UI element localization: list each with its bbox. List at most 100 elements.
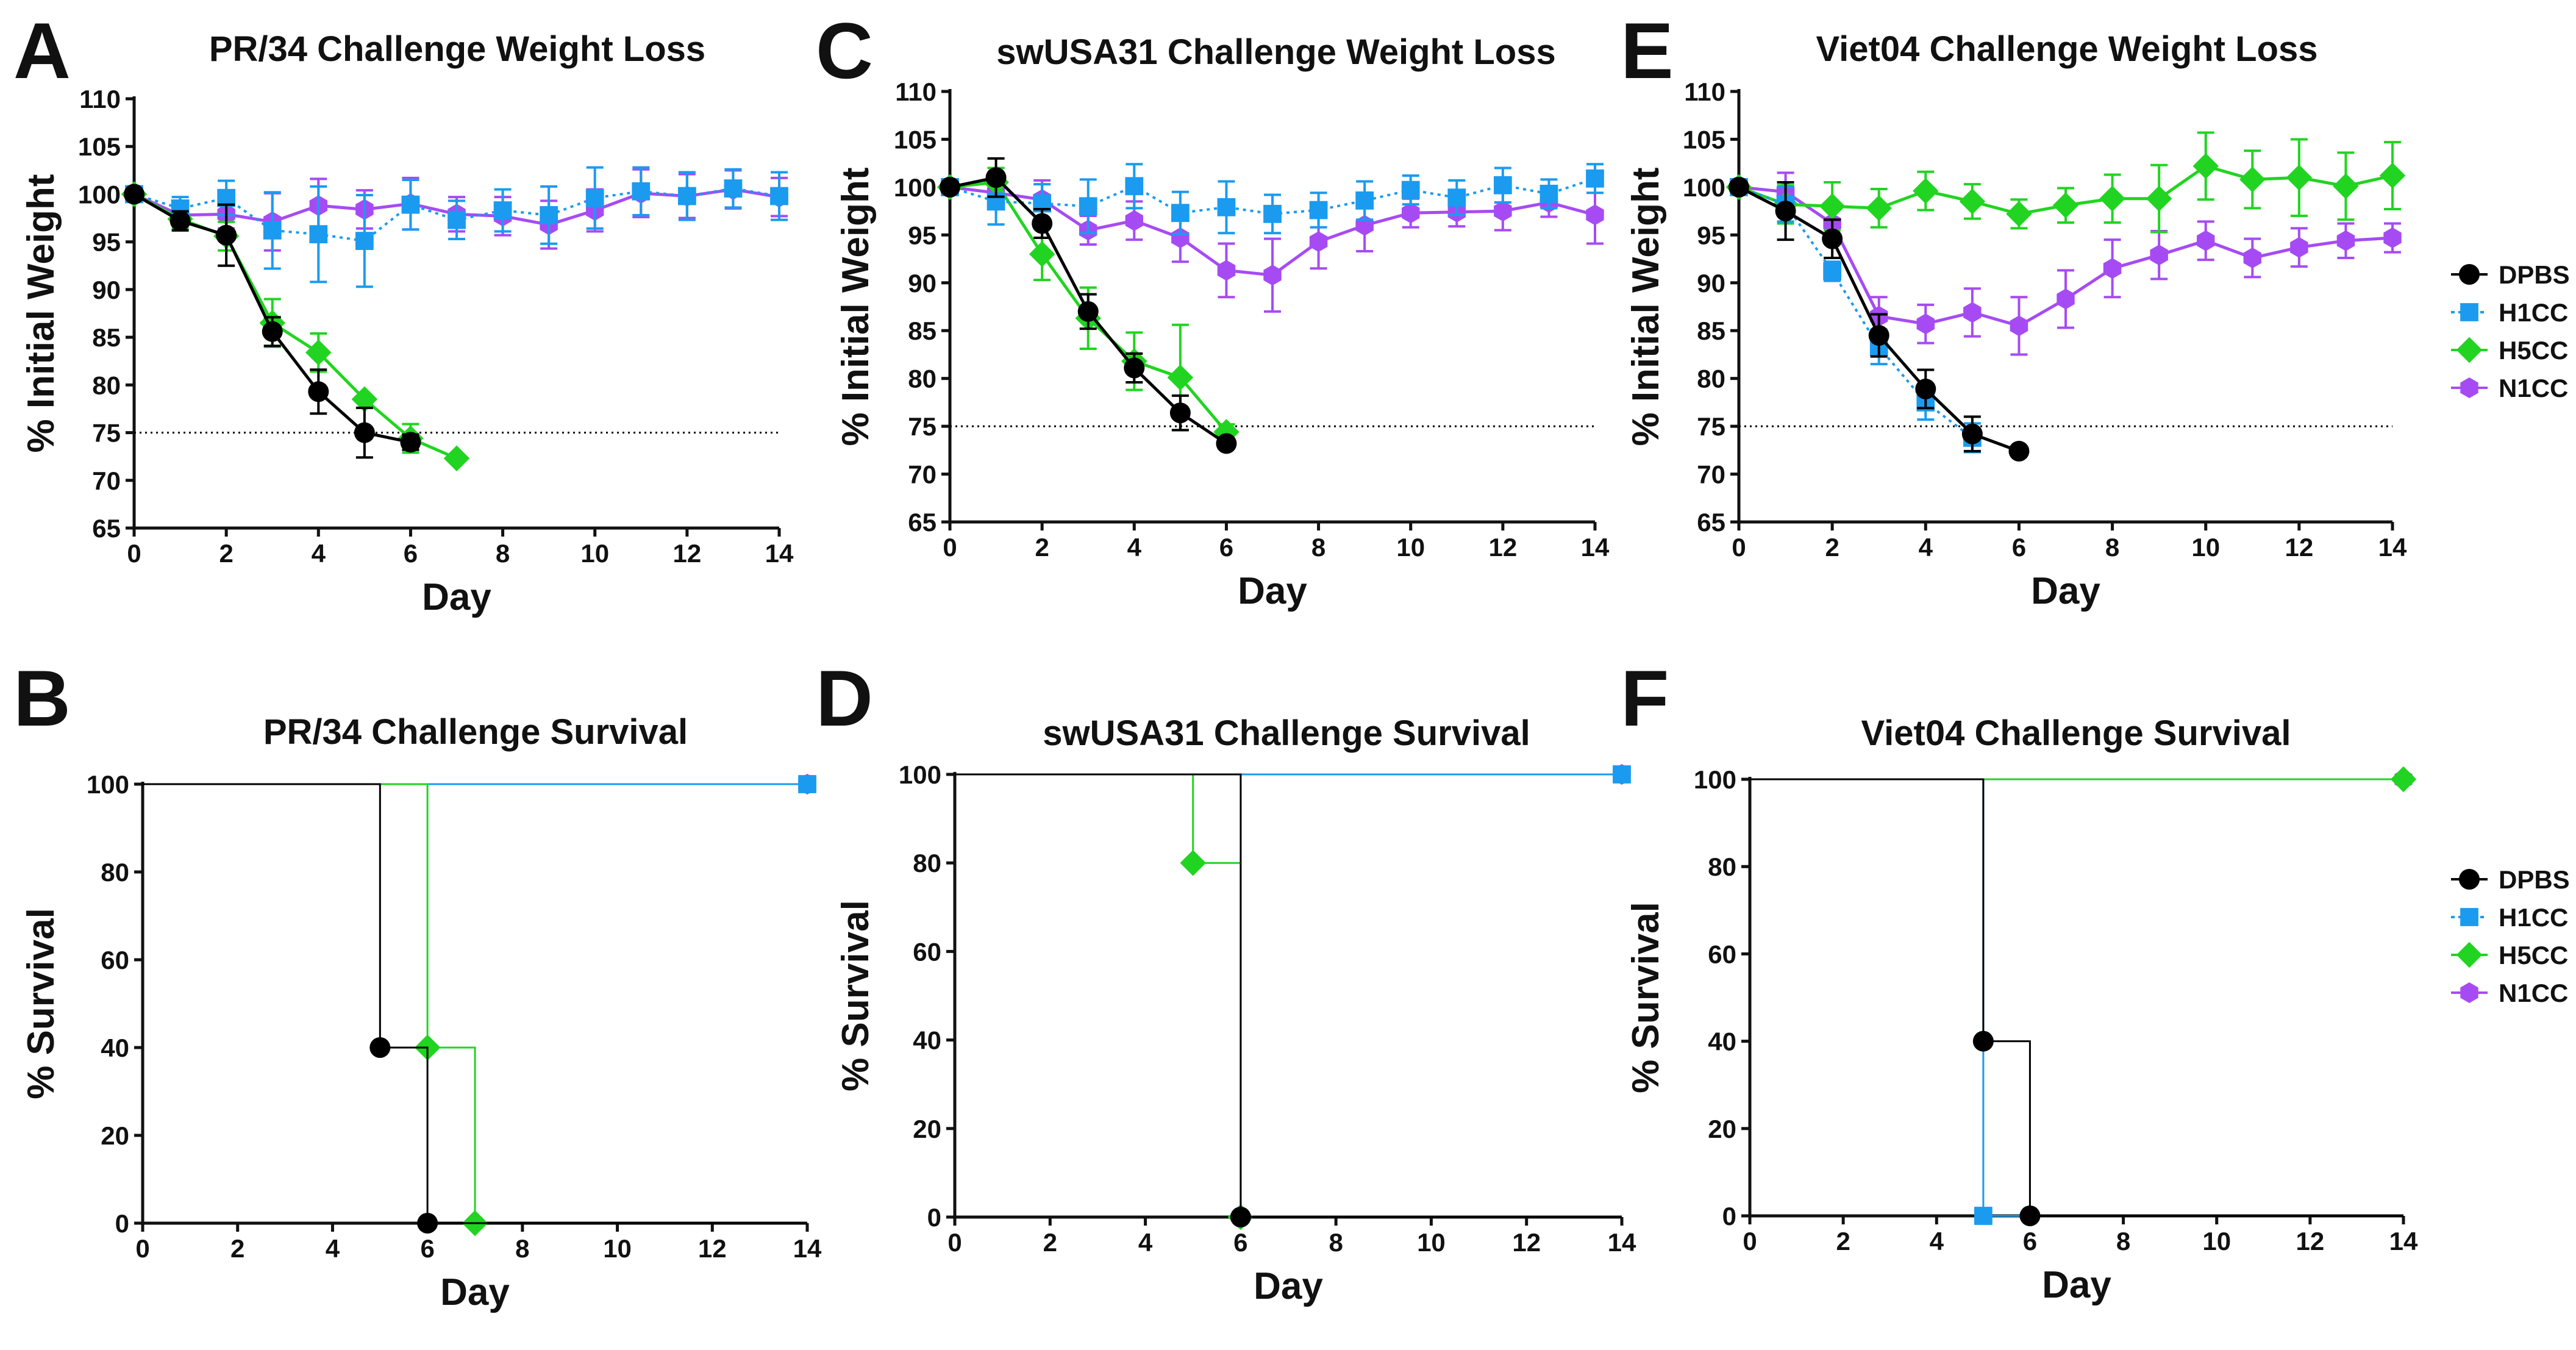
y-tick-label: 80	[908, 365, 937, 393]
data-point	[1217, 260, 1236, 281]
y-tick-label: 60	[101, 946, 129, 974]
y-axis-label: % Initial Weight	[835, 168, 877, 446]
data-point	[2052, 192, 2079, 218]
series-dpbs	[143, 783, 807, 1234]
data-point	[124, 184, 144, 205]
x-tick-label: 4	[326, 1234, 340, 1263]
chart-title: Viet04 Challenge Weight Loss	[1816, 29, 2318, 69]
data-point	[2008, 440, 2030, 462]
x-tick-label: 0	[943, 533, 957, 562]
y-tick-label: 110	[79, 85, 121, 113]
y-tick-label: 105	[894, 125, 937, 154]
y-tick-label: 90	[908, 269, 937, 298]
y-tick-label: 80	[101, 858, 129, 887]
data-point	[2146, 185, 2172, 212]
data-point	[2243, 248, 2261, 268]
data-point	[1913, 177, 1939, 204]
data-point	[2239, 166, 2266, 193]
chart-panel-d: 0 2 4 6 8 10 12 14 0 20 40 60 80 100 Day % Survival swUS…	[816, 654, 1636, 1307]
x-axis-label: Day	[2031, 570, 2100, 612]
y-tick-label: 80	[1708, 852, 1736, 881]
data-point	[1167, 364, 1194, 391]
data-point	[1125, 177, 1144, 196]
y-tick-label: 110	[1684, 77, 1725, 106]
x-axis-label: Day	[1238, 570, 1307, 612]
x-tick-label: 2	[1825, 533, 1839, 562]
y-tick-label: 20	[1708, 1115, 1736, 1143]
x-tick-label: 6	[1219, 533, 1233, 562]
x-tick-label: 12	[1488, 533, 1517, 562]
data-point	[443, 445, 470, 472]
series-dpbs	[1750, 778, 2403, 1226]
legend-label: N1CC	[2499, 979, 2568, 1007]
legend-item: H1CC	[2451, 903, 2568, 932]
x-tick-label: 14	[765, 539, 794, 568]
legend-label: H5CC	[2499, 941, 2568, 970]
data-point	[1540, 184, 1558, 203]
legend-label: DPBS	[2499, 865, 2570, 894]
y-tick-label: 40	[1708, 1027, 1736, 1056]
chart-title: swUSA31 Challenge Weight Loss	[996, 32, 1555, 72]
legend-label: H5CC	[2499, 336, 2568, 365]
data-point	[1263, 265, 1282, 286]
data-point	[2057, 288, 2075, 310]
y-tick-label: 0	[115, 1209, 129, 1238]
legend-item: DPBS	[2451, 865, 2570, 894]
chart-panel-a: 0 2 4 6 8 10 12 14 65 70 75 80 85 90 95 100 105 110 Day % I…	[13, 6, 794, 618]
series-h1cc	[1730, 178, 1982, 454]
data-point	[1077, 301, 1099, 322]
data-point	[351, 386, 378, 413]
series-dpbs	[124, 184, 421, 459]
y-tick-label: 65	[908, 508, 937, 537]
data-point	[2192, 153, 2219, 179]
data-point	[1217, 198, 1236, 216]
x-tick-label: 2	[1836, 1227, 1850, 1255]
data-point	[400, 432, 421, 453]
y-tick-label: 75	[1697, 412, 1725, 441]
x-tick-label: 6	[2012, 533, 2026, 562]
legend-marker	[2460, 908, 2478, 926]
data-point	[1916, 313, 1935, 335]
y-tick-label: 70	[92, 466, 121, 495]
series-h1cc	[1750, 778, 2403, 1225]
data-point	[1963, 302, 1982, 323]
x-tick-label: 2	[1035, 533, 1049, 562]
series-dpbs	[1729, 176, 2030, 462]
data-point	[632, 182, 651, 201]
y-tick-label: 95	[1697, 221, 1725, 249]
data-point	[417, 1213, 438, 1234]
survival-step-line	[1750, 778, 2403, 1217]
legend-marker	[2460, 303, 2478, 321]
data-point	[770, 187, 788, 205]
legend-marker	[2456, 941, 2483, 968]
y-tick-label: 0	[1722, 1202, 1736, 1230]
x-tick-label: 12	[2285, 533, 2313, 562]
chart-title: swUSA31 Challenge Survival	[1043, 713, 1530, 753]
data-point	[2390, 766, 2417, 793]
y-tick-label: 100	[87, 770, 129, 799]
x-axis-label: Day	[1254, 1265, 1323, 1307]
data-point	[1171, 227, 1190, 248]
data-point	[677, 187, 696, 205]
legend-label: N1CC	[2499, 374, 2568, 402]
data-point	[1029, 241, 1055, 267]
y-tick-label: 75	[908, 412, 937, 441]
y-axis-label: % Survival	[20, 908, 62, 1099]
data-point	[2336, 230, 2355, 251]
survival-step-line	[143, 783, 807, 1224]
x-tick-label: 12	[2296, 1227, 2324, 1255]
x-axis-label: Day	[2042, 1264, 2111, 1306]
y-tick-label: 70	[1697, 460, 1725, 489]
data-point	[1868, 325, 1889, 346]
y-tick-label: 105	[1683, 125, 1725, 154]
data-point	[1032, 213, 1053, 234]
y-axis-label: % Survival	[1625, 902, 1667, 1093]
y-tick-label: 100	[78, 180, 121, 209]
y-tick-label: 80	[1697, 365, 1725, 393]
data-point	[585, 188, 604, 207]
data-point	[2006, 201, 2032, 227]
data-point	[1230, 1207, 1251, 1227]
x-tick-label: 10	[580, 539, 609, 568]
y-tick-label: 0	[927, 1203, 941, 1232]
x-tick-label: 4	[1138, 1228, 1153, 1257]
